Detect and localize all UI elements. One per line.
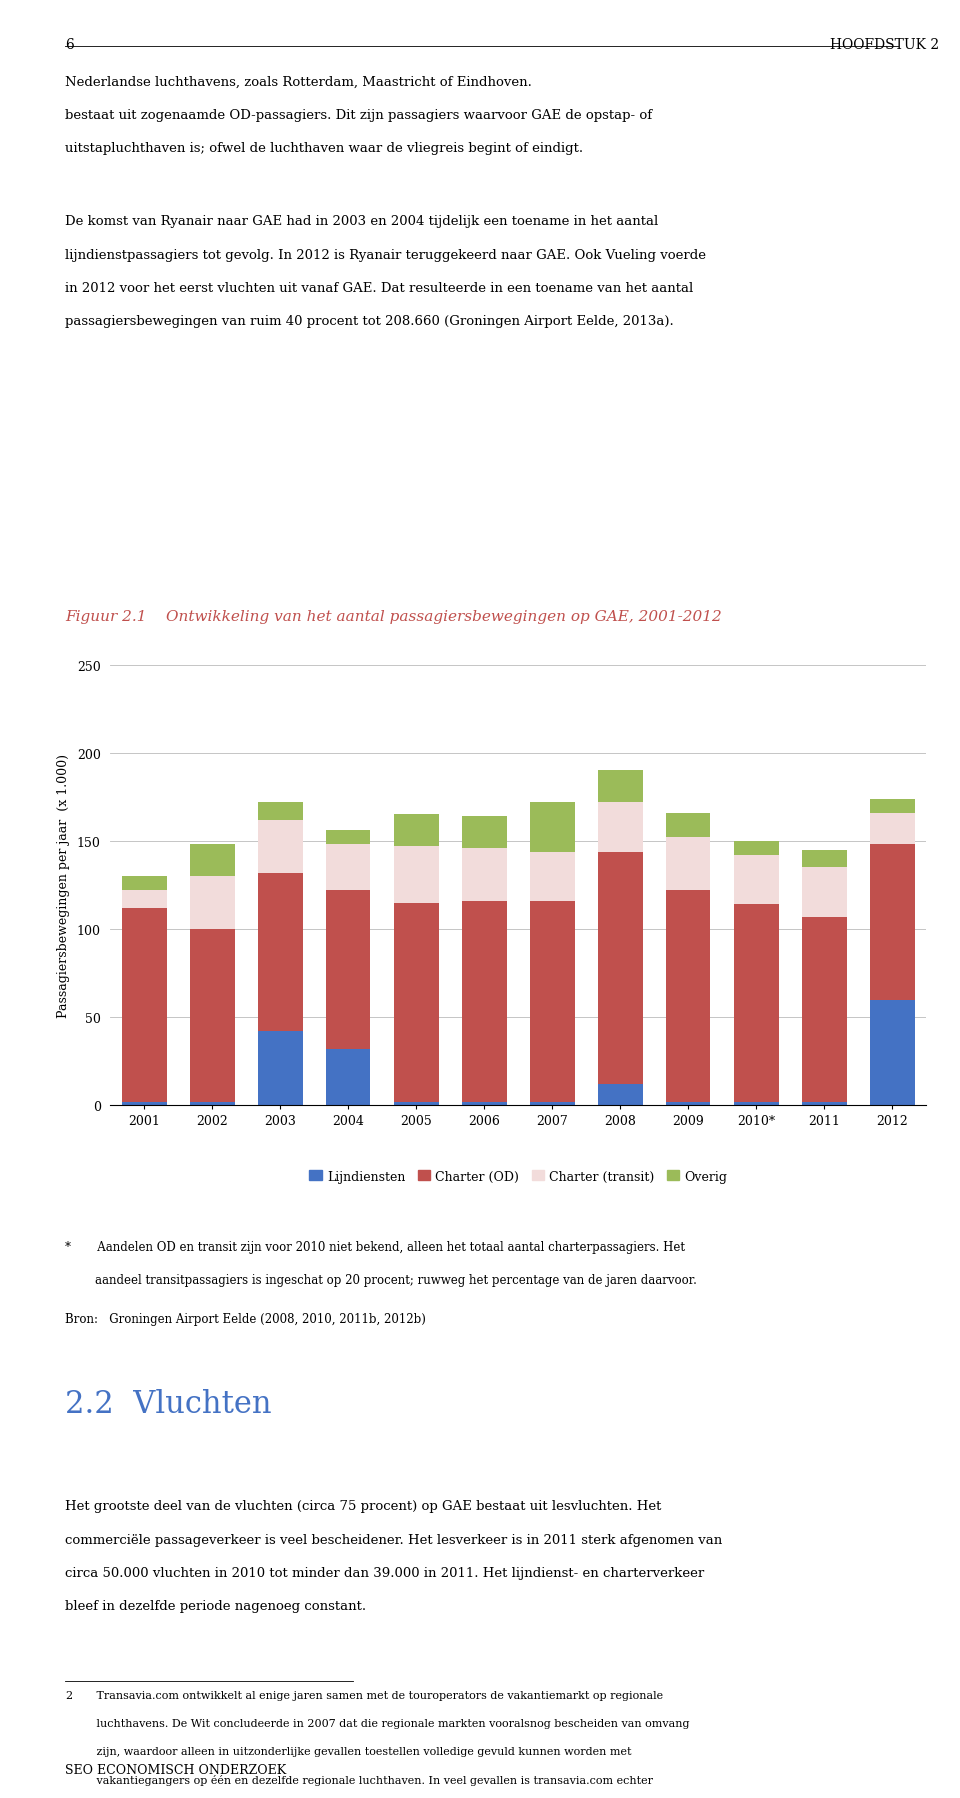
- Bar: [122, 890, 166, 908]
- Bar: [598, 1084, 642, 1106]
- Bar: [190, 845, 234, 877]
- Bar: [530, 901, 574, 1102]
- Bar: [326, 890, 371, 1050]
- Bar: [190, 1102, 234, 1106]
- Text: Figuur 2.1: Figuur 2.1: [65, 610, 147, 624]
- Text: Het grootste deel van de vluchten (circa 75 procent) op GAE bestaat uit lesvluch: Het grootste deel van de vluchten (circa…: [65, 1500, 661, 1512]
- Text: passagiersbewegingen van ruim 40 procent tot 208.660 (Groningen Airport Eelde, 2: passagiersbewegingen van ruim 40 procent…: [65, 315, 674, 327]
- Y-axis label: Passagiersbewegingen per jaar  (x 1.000): Passagiersbewegingen per jaar (x 1.000): [57, 753, 70, 1018]
- Text: De komst van Ryanair naar GAE had in 2003 en 2004 tijdelijk een toename in het a: De komst van Ryanair naar GAE had in 200…: [65, 216, 659, 228]
- Bar: [734, 904, 779, 1102]
- Bar: [666, 1102, 710, 1106]
- Bar: [666, 890, 710, 1102]
- Text: 2.2  Vluchten: 2.2 Vluchten: [65, 1388, 272, 1419]
- Text: bleef in dezelfde periode nagenoeg constant.: bleef in dezelfde periode nagenoeg const…: [65, 1600, 367, 1613]
- Bar: [190, 877, 234, 930]
- Text: zijn, waardoor alleen in uitzonderlijke gevallen toestellen volledige gevuld kun: zijn, waardoor alleen in uitzonderlijke …: [86, 1746, 632, 1757]
- Bar: [803, 850, 847, 868]
- Text: uitstapluchthaven is; ofwel de luchthaven waar de vliegreis begint of eindigt.: uitstapluchthaven is; ofwel de luchthave…: [65, 142, 584, 155]
- Bar: [395, 903, 439, 1102]
- Bar: [803, 868, 847, 917]
- Text: SEO ECONOMISCH ONDERZOEK: SEO ECONOMISCH ONDERZOEK: [65, 1764, 286, 1776]
- Bar: [666, 813, 710, 838]
- Text: *       Aandelen OD en transit zijn voor 2010 niet bekend, alleen het totaal aan: * Aandelen OD en transit zijn voor 2010 …: [65, 1241, 685, 1253]
- Bar: [326, 1050, 371, 1106]
- Text: bestaat uit zogenaamde OD-passagiers. Dit zijn passagiers waarvoor GAE de opstap: bestaat uit zogenaamde OD-passagiers. Di…: [65, 108, 653, 122]
- Bar: [598, 852, 642, 1084]
- Bar: [734, 841, 779, 856]
- Bar: [871, 798, 915, 813]
- Bar: [734, 1102, 779, 1106]
- Bar: [598, 771, 642, 802]
- Bar: [395, 814, 439, 847]
- Bar: [122, 1102, 166, 1106]
- Text: Ontwikkeling van het aantal passagiersbewegingen op GAE, 2001-2012: Ontwikkeling van het aantal passagiersbe…: [166, 610, 722, 624]
- Bar: [530, 802, 574, 852]
- Bar: [598, 802, 642, 852]
- Bar: [463, 901, 507, 1102]
- Text: vakantiegangers op één en dezelfde regionale luchthaven. In veel gevallen is tra: vakantiegangers op één en dezelfde regio…: [86, 1773, 654, 1785]
- Legend: Lijndiensten, Charter (OD), Charter (transit), Overig: Lijndiensten, Charter (OD), Charter (tra…: [304, 1165, 732, 1188]
- Bar: [326, 831, 371, 845]
- Bar: [122, 908, 166, 1102]
- Bar: [871, 845, 915, 1000]
- Text: luchthavens. De Wit concludeerde in 2007 dat die regionale markten vooralsnog be: luchthavens. De Wit concludeerde in 2007…: [86, 1719, 690, 1728]
- Bar: [871, 1000, 915, 1106]
- Text: circa 50.000 vluchten in 2010 tot minder dan 39.000 in 2011. Het lijndienst- en : circa 50.000 vluchten in 2010 tot minder…: [65, 1566, 705, 1579]
- Bar: [258, 802, 302, 820]
- Bar: [734, 856, 779, 904]
- Text: commerciële passageverkeer is veel bescheidener. Het lesverkeer is in 2011 sterk: commerciële passageverkeer is veel besch…: [65, 1532, 723, 1546]
- Bar: [258, 1032, 302, 1106]
- Text: 2: 2: [65, 1690, 72, 1701]
- Bar: [666, 838, 710, 890]
- Text: HOOFDSTUK 2: HOOFDSTUK 2: [830, 38, 940, 52]
- Bar: [803, 917, 847, 1102]
- Bar: [530, 1102, 574, 1106]
- Text: 6: 6: [65, 38, 74, 52]
- Bar: [122, 877, 166, 890]
- Bar: [463, 1102, 507, 1106]
- Bar: [395, 847, 439, 903]
- Bar: [258, 874, 302, 1032]
- Bar: [190, 930, 234, 1102]
- Bar: [463, 816, 507, 849]
- Bar: [530, 852, 574, 901]
- Bar: [258, 820, 302, 874]
- Bar: [395, 1102, 439, 1106]
- Text: lijndienstpassagiers tot gevolg. In 2012 is Ryanair teruggekeerd naar GAE. Ook V: lijndienstpassagiers tot gevolg. In 2012…: [65, 248, 707, 261]
- Bar: [326, 845, 371, 890]
- Text: Nederlandse luchthavens, zoals Rotterdam, Maastricht of Eindhoven.: Nederlandse luchthavens, zoals Rotterdam…: [65, 76, 532, 88]
- Text: Bron:   Groningen Airport Eelde (2008, 2010, 2011b, 2012b): Bron: Groningen Airport Eelde (2008, 201…: [65, 1313, 426, 1325]
- Text: aandeel transitpassagiers is ingeschat op 20 procent; ruwweg het percentage van : aandeel transitpassagiers is ingeschat o…: [65, 1273, 697, 1286]
- Bar: [463, 849, 507, 901]
- Text: Transavia.com ontwikkelt al enige jaren samen met de touroperators de vakantiema: Transavia.com ontwikkelt al enige jaren …: [86, 1690, 663, 1701]
- Bar: [803, 1102, 847, 1106]
- Bar: [871, 813, 915, 845]
- Text: in 2012 voor het eerst vluchten uit vanaf GAE. Dat resulteerde in een toename va: in 2012 voor het eerst vluchten uit vana…: [65, 282, 693, 295]
